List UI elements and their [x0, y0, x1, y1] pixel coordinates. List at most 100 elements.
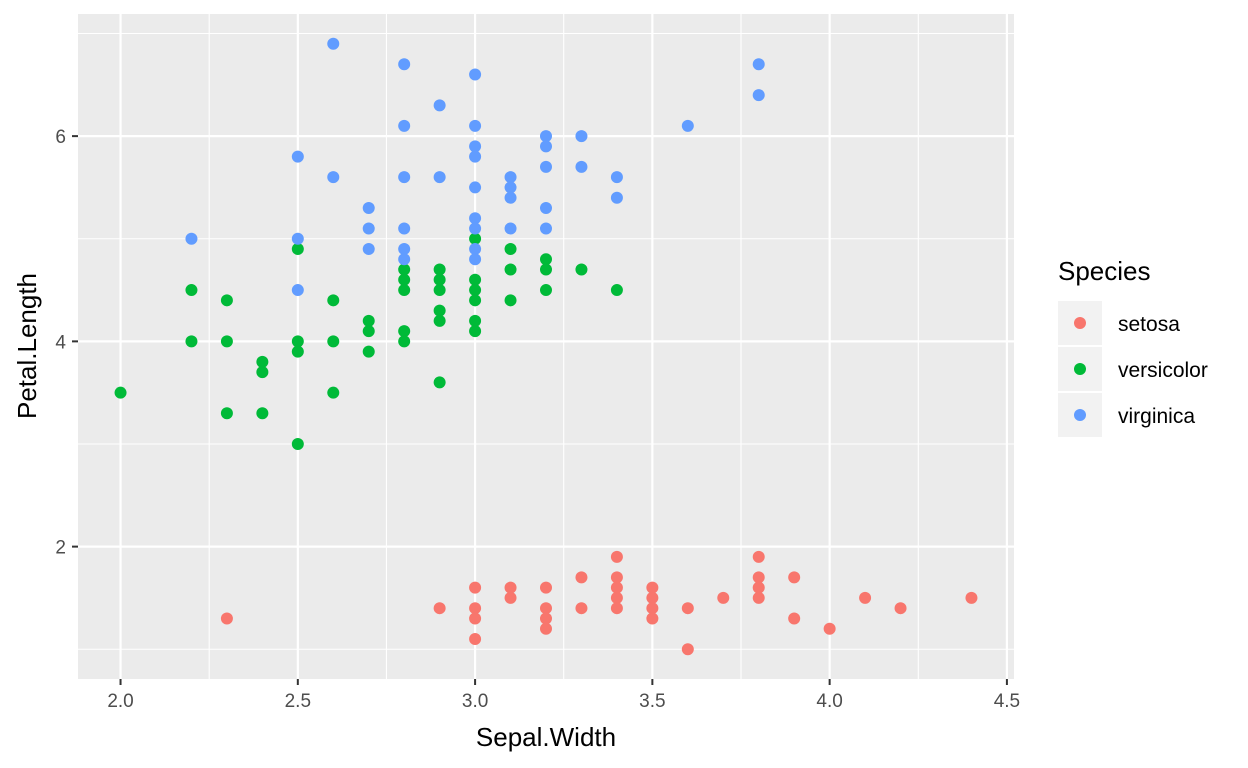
x-tick-label: 4.5: [994, 691, 1020, 712]
data-point-virginica: [291, 232, 304, 245]
data-point-setosa: [788, 571, 801, 584]
data-point-setosa: [220, 612, 233, 625]
data-point-versicolor: [327, 386, 340, 399]
data-point-virginica: [504, 191, 517, 204]
data-point-virginica: [327, 171, 340, 184]
data-point-versicolor: [398, 284, 411, 297]
data-point-versicolor: [469, 294, 482, 307]
data-point-versicolor: [185, 284, 198, 297]
data-point-setosa: [540, 602, 552, 615]
legend: Species setosa versicolor virginica: [1058, 256, 1208, 437]
y-axis: 2 4 6: [55, 127, 78, 559]
data-point-versicolor: [220, 335, 233, 348]
data-point-virginica: [362, 201, 375, 214]
data-point-versicolor: [398, 335, 411, 348]
data-point-versicolor: [398, 325, 411, 338]
data-point-virginica: [469, 68, 482, 81]
data-point-versicolor: [362, 345, 375, 358]
data-point-setosa: [646, 591, 659, 604]
data-point-versicolor: [540, 284, 552, 297]
data-point-versicolor: [469, 232, 482, 245]
data-point-setosa: [752, 581, 765, 594]
data-point-versicolor: [362, 314, 375, 327]
data-point-versicolor: [220, 407, 233, 420]
data-point-setosa: [433, 602, 446, 615]
data-point-virginica: [469, 212, 482, 225]
data-point-versicolor: [185, 335, 198, 348]
data-point-virginica: [469, 253, 482, 266]
data-point-setosa: [965, 591, 978, 604]
data-point-versicolor: [504, 243, 517, 256]
data-point-setosa: [610, 550, 623, 563]
data-point-virginica: [540, 222, 552, 235]
data-point-versicolor: [362, 325, 375, 338]
data-point-setosa: [610, 581, 623, 594]
data-point-versicolor: [291, 243, 304, 256]
data-point-setosa: [646, 581, 659, 594]
data-point-virginica: [398, 253, 411, 266]
data-point-virginica: [752, 58, 765, 71]
data-point-versicolor: [327, 335, 340, 348]
data-point-versicolor: [256, 366, 269, 379]
legend-label-setosa: setosa: [1118, 313, 1180, 336]
data-point-setosa: [540, 612, 552, 625]
data-point-virginica: [504, 171, 517, 184]
data-point-setosa: [540, 581, 552, 594]
data-point-versicolor: [504, 294, 517, 307]
data-point-setosa: [469, 632, 482, 645]
data-point-virginica: [469, 119, 482, 132]
data-point-virginica: [469, 181, 482, 194]
data-point-setosa: [823, 622, 836, 635]
data-point-versicolor: [575, 263, 588, 276]
data-point-setosa: [646, 612, 659, 625]
data-point-versicolor: [504, 263, 517, 276]
data-point-virginica: [398, 171, 411, 184]
data-point-versicolor: [220, 294, 233, 307]
data-point-virginica: [610, 191, 623, 204]
data-point-versicolor: [469, 273, 482, 286]
data-point-virginica: [610, 171, 623, 184]
data-point-virginica: [291, 150, 304, 163]
data-point-setosa: [610, 571, 623, 584]
data-point-setosa: [469, 602, 482, 615]
data-point-versicolor: [291, 345, 304, 358]
data-point-setosa: [610, 591, 623, 604]
data-points: [114, 37, 978, 656]
data-point-virginica: [398, 119, 411, 132]
data-point-virginica: [540, 140, 552, 153]
data-point-versicolor: [327, 294, 340, 307]
data-point-versicolor: [398, 273, 411, 286]
data-point-setosa: [646, 602, 659, 615]
data-point-virginica: [398, 222, 411, 235]
data-point-versicolor: [540, 253, 552, 266]
data-point-setosa: [717, 591, 730, 604]
data-point-versicolor: [610, 284, 623, 297]
data-point-setosa: [788, 612, 801, 625]
data-point-virginica: [504, 181, 517, 194]
data-point-versicolor: [469, 325, 482, 338]
data-point-versicolor: [291, 335, 304, 348]
x-tick-label: 4.0: [816, 691, 842, 712]
data-point-versicolor: [469, 314, 482, 327]
data-point-virginica: [540, 130, 552, 143]
data-point-setosa: [504, 591, 517, 604]
data-point-versicolor: [398, 263, 411, 276]
data-point-virginica: [540, 201, 552, 214]
data-point-setosa: [894, 602, 907, 615]
data-point-virginica: [504, 222, 517, 235]
x-tick-label: 3.5: [639, 691, 665, 712]
legend-marker-virginica: [1074, 409, 1086, 421]
data-point-versicolor: [469, 284, 482, 297]
data-point-virginica: [469, 243, 482, 256]
data-point-virginica: [433, 171, 446, 184]
data-point-versicolor: [433, 273, 446, 286]
legend-label-versicolor: versicolor: [1118, 359, 1208, 382]
data-point-setosa: [469, 612, 482, 625]
data-point-virginica: [681, 119, 694, 132]
minor-gridlines: [78, 14, 1014, 679]
x-axis-title: Sepal.Width: [476, 722, 616, 752]
data-point-virginica: [469, 140, 482, 153]
data-point-virginica: [398, 58, 411, 71]
data-point-setosa: [610, 602, 623, 615]
